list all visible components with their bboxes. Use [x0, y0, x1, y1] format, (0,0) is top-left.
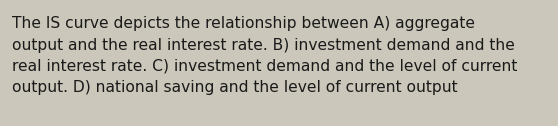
Text: The IS curve depicts the relationship between A) aggregate
output and the real i: The IS curve depicts the relationship be…: [12, 16, 518, 95]
